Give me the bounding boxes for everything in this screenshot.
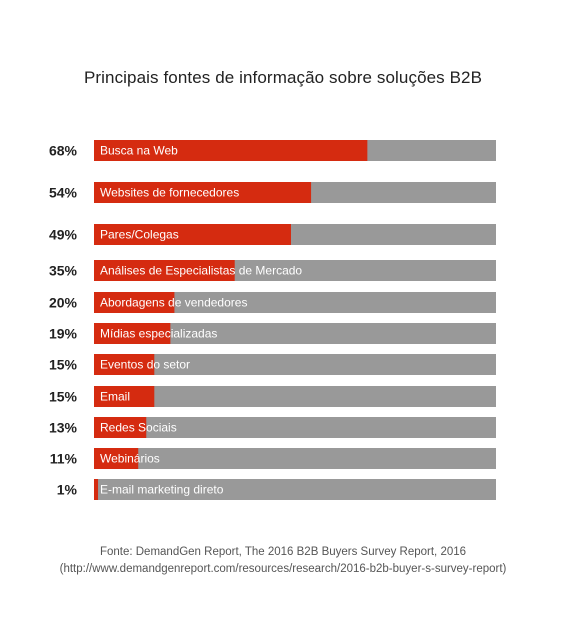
bar-value [94,292,175,313]
bar-track [94,417,496,438]
source-note: Fonte: DemandGen Report, The 2016 B2B Bu… [0,544,566,578]
bar-track [94,386,496,407]
bar-value [94,448,139,469]
bar-track [94,292,496,313]
bar-label: Email [100,390,130,404]
bar-track [94,479,496,500]
value-label: 35% [49,263,78,279]
bar-track [94,448,496,469]
bar-track [94,354,496,375]
bar-value [94,140,368,161]
value-label: 20% [49,295,78,311]
value-label: 13% [49,420,78,436]
value-label: 68% [49,143,78,159]
bar-value [94,386,155,407]
value-label: 11% [50,451,78,467]
bar-label: Abordagens de vendedores [100,296,247,310]
source-line-1: Fonte: DemandGen Report, The 2016 B2B Bu… [99,546,467,558]
bar-value [94,182,312,203]
value-label: 15% [49,357,78,373]
bar-value [94,354,155,375]
bar-value [94,417,147,438]
value-label: 19% [49,326,78,342]
bar-label: E-mail marketing direto [100,483,224,497]
bar-value [94,323,171,344]
value-label: 49% [49,227,78,243]
source-url: (http://www.demandgenreport.com/resource… [59,563,507,575]
bar-label: Análises de Especialistas de Mercado [100,264,302,278]
value-label: 54% [49,185,78,201]
bar-label: Busca na Web [100,144,178,158]
bar-value [94,479,99,500]
value-label: 15% [49,389,78,405]
bar-value [94,224,291,245]
chart-title: Principais fontes de informação sobre so… [83,68,483,87]
bar-label: Mídias especializadas [100,327,217,341]
bar-label: Websites de fornecedores [100,186,239,200]
value-label: 1% [57,482,78,498]
bar-label: Eventos do setor [100,358,190,372]
bar-track [94,323,496,344]
bar-label: Redes Sociais [100,421,177,435]
bar-value [94,260,235,281]
bar-label: Webinários [100,452,160,466]
bar-label: Pares/Colegas [100,228,179,242]
